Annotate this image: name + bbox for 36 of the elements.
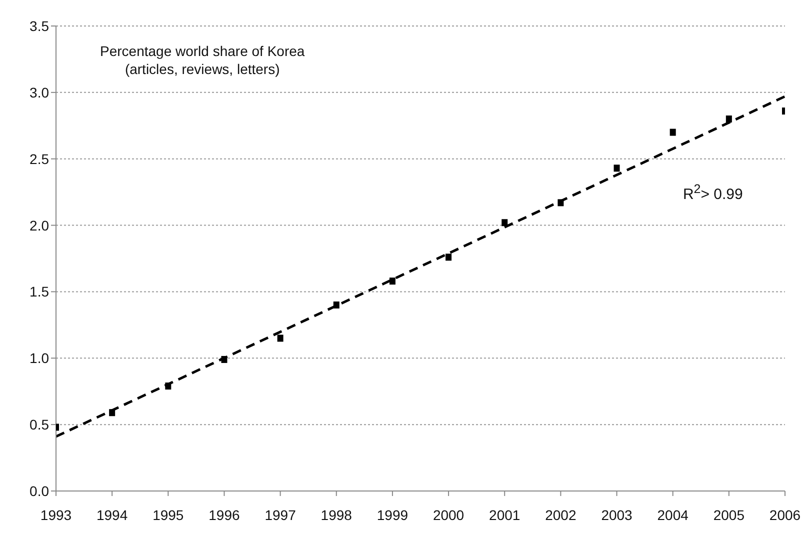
x-tick-label: 1999 (376, 506, 408, 523)
x-tick-label: 1998 (320, 506, 352, 523)
annotation: R$^{2}$> 0.99 (682, 182, 743, 203)
point (558, 199, 564, 206)
x-tick-label: 2003 (601, 506, 633, 523)
point (614, 164, 620, 172)
y-tick-label: 0.5 (30, 416, 50, 433)
point (333, 302, 340, 308)
x-tick-label: 2002 (545, 506, 576, 523)
point (446, 254, 452, 261)
x-tick-label: 1994 (96, 506, 128, 523)
y-tick-label: 3.5 (30, 18, 50, 34)
point (502, 219, 508, 226)
y-tick-label: 2.0 (30, 217, 50, 234)
text: Percentage world share of Korea (articles, reviews, letters) (100, 42, 305, 78)
x-tick-label: 2004 (657, 506, 689, 523)
x-tick-label: 2001 (489, 506, 520, 523)
y-tick-label: 2.5 (30, 150, 50, 167)
y-tick-label: 1.5 (30, 284, 50, 300)
y-tick-label: 3.0 (30, 84, 50, 100)
point (726, 116, 732, 122)
point (277, 334, 284, 342)
x-tick-label: 2006 (769, 506, 801, 523)
x-tick-label: 2005 (713, 506, 745, 523)
x-tick-label: 1995 (152, 506, 184, 523)
x-tick-label: 1996 (208, 506, 240, 523)
point (389, 278, 396, 285)
x-tick-label: 1993 (40, 506, 72, 523)
x-tick-label: 2000 (432, 506, 464, 523)
y-tick-label: 1.0 (30, 350, 50, 366)
y-tick-label: 0.0 (30, 482, 50, 499)
point (165, 382, 172, 390)
point (670, 128, 676, 136)
x-tick-label: 1997 (264, 506, 296, 523)
point (109, 409, 116, 416)
point (221, 356, 228, 363)
